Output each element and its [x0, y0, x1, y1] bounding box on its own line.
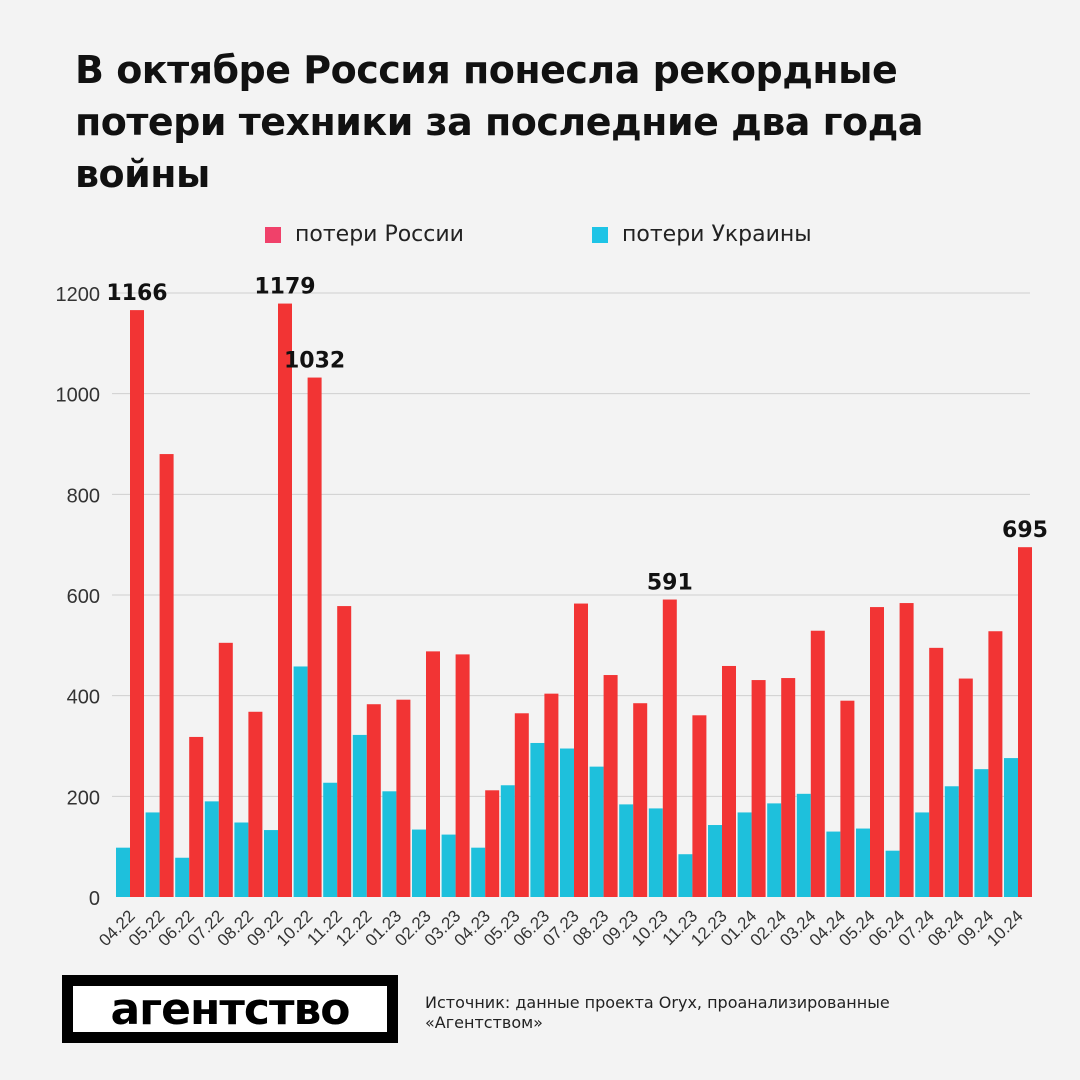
bar-ukraine	[826, 831, 841, 897]
bar-russia	[870, 607, 884, 897]
bar-russia	[958, 678, 973, 897]
bar-russia	[899, 603, 914, 897]
bar-ukraine	[767, 803, 782, 897]
bar-russia	[781, 678, 796, 897]
bar-russia	[485, 790, 500, 897]
data-label: 695	[1002, 518, 1048, 543]
bar-ukraine	[530, 742, 545, 897]
bar-ukraine	[678, 854, 693, 897]
bar-ukraine	[382, 791, 397, 897]
bar-russia	[751, 680, 766, 897]
bar-ukraine	[708, 825, 722, 897]
legend-russia: потери России	[265, 222, 464, 247]
bar-russia	[278, 303, 292, 897]
y-tick-label: 200	[67, 787, 100, 809]
bar-ukraine	[915, 812, 930, 897]
bar-russia	[130, 310, 144, 897]
bar-russia	[426, 651, 440, 897]
bar-ukraine	[737, 812, 752, 897]
y-tick-label: 1000	[56, 385, 101, 407]
legend-ukraine: потери Украины	[592, 222, 812, 247]
legend-label-ukraine: потери Украины	[622, 222, 812, 247]
bar-russia	[396, 699, 411, 897]
bar-ukraine	[560, 748, 574, 897]
bar-ukraine	[234, 822, 249, 897]
bar-russia	[514, 713, 529, 897]
bar-ukraine	[441, 834, 456, 897]
bar-russia	[366, 704, 381, 897]
bar-russia	[1018, 547, 1032, 897]
bar-ukraine	[471, 847, 486, 897]
y-tick-label: 600	[67, 586, 100, 608]
bar-ukraine	[264, 830, 278, 897]
bar-ukraine	[974, 769, 989, 897]
logo-text: агентство	[110, 983, 350, 1035]
bar-russia	[189, 736, 204, 897]
bar-russia	[692, 715, 707, 897]
bar-russia	[218, 642, 233, 897]
legend-swatch-ukraine	[592, 226, 608, 243]
bar-ukraine	[352, 734, 367, 897]
bar-russia	[810, 630, 825, 897]
y-tick-label: 400	[67, 687, 100, 709]
bar-ukraine	[204, 801, 219, 897]
bar-ukraine	[145, 812, 160, 897]
data-label: 1179	[254, 275, 315, 300]
bar-ukraine	[856, 828, 870, 897]
legend-swatch-russia	[265, 226, 281, 243]
bar-russia	[574, 603, 588, 897]
bar-ukraine	[796, 793, 811, 897]
bar-ukraine	[619, 804, 634, 897]
agentstvo-logo: агентство	[62, 975, 398, 1043]
bar-russia	[988, 631, 1003, 897]
bar-russia	[455, 654, 470, 897]
data-label: 1166	[106, 281, 167, 306]
y-tick-label: 1200	[56, 284, 101, 306]
y-tick-label: 800	[67, 485, 100, 507]
bar-russia	[662, 599, 677, 897]
bar-ukraine	[1004, 758, 1018, 897]
bar-ukraine	[885, 850, 900, 897]
bar-russia	[840, 700, 855, 897]
bar-russia	[248, 711, 263, 897]
data-label: 591	[647, 571, 693, 596]
bar-ukraine	[412, 829, 426, 897]
bar-russia	[159, 454, 174, 897]
bar-russia	[722, 665, 736, 897]
data-label: 1032	[284, 349, 345, 374]
y-tick-label: 0	[89, 888, 100, 910]
bar-russia	[603, 675, 618, 897]
bar-ukraine	[323, 782, 338, 897]
bar-ukraine	[648, 808, 663, 897]
bar-ukraine	[175, 857, 190, 897]
bar-chart: 02004006008001000120004.2205.2206.2207.2…	[56, 275, 1048, 950]
bar-ukraine	[116, 847, 130, 897]
bar-russia	[307, 377, 322, 897]
legend-label-russia: потери России	[295, 222, 464, 247]
bar-russia	[929, 647, 944, 897]
bar-ukraine	[944, 786, 959, 897]
bar-russia	[633, 703, 648, 897]
bar-russia	[544, 693, 559, 897]
chart-title: В октябре Россия понесла рекордные потер…	[75, 48, 923, 196]
bar-ukraine	[293, 666, 308, 897]
source-note: Источник: данные проекта Oryx, проанализ…	[425, 993, 890, 1032]
bar-ukraine	[500, 785, 515, 897]
bar-russia	[337, 606, 352, 897]
bar-ukraine	[589, 766, 604, 897]
